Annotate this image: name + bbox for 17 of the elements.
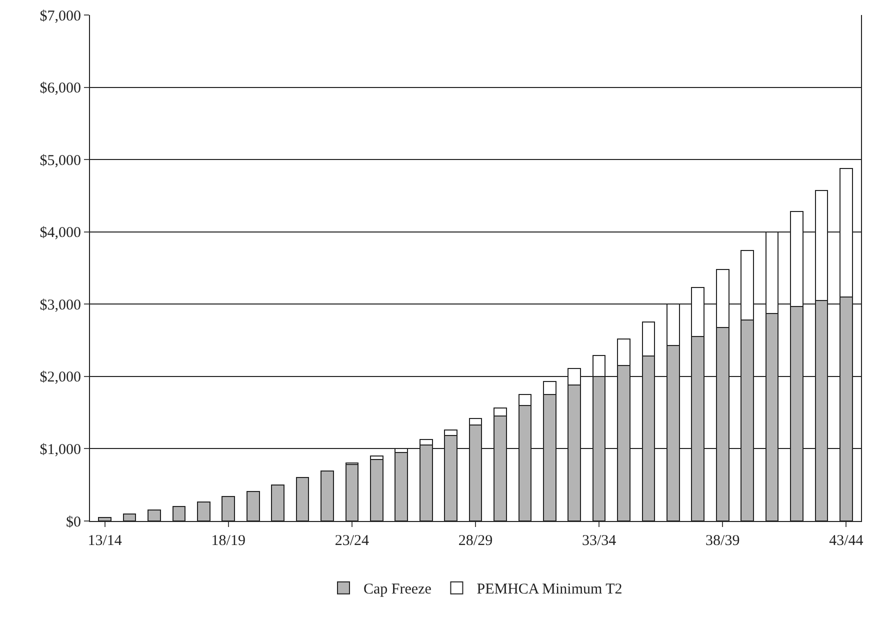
y-tick-label: $7,000 — [40, 8, 81, 24]
x-tick-label: 43/44 — [829, 533, 864, 549]
x-tick-label: 13/14 — [88, 533, 122, 549]
y-tick-label: $0 — [66, 514, 81, 530]
y-tick-label: $6,000 — [40, 80, 81, 97]
x-tick-label: 33/34 — [582, 533, 617, 549]
y-tick-label: $3,000 — [40, 297, 81, 314]
x-tick-label: 28/29 — [458, 533, 493, 549]
y-tick-label: $5,000 — [40, 152, 81, 169]
y-tick-label: $4,000 — [40, 225, 81, 242]
y-tick-label: $2,000 — [40, 370, 81, 386]
x-tick-label: 38/39 — [706, 533, 740, 549]
legend-label: Cap Freeze — [364, 582, 432, 598]
x-tick-label: 23/24 — [334, 533, 370, 549]
x-tick-label: 18/19 — [211, 533, 246, 549]
legend-label: PEMHCA Minimum T2 — [476, 582, 622, 598]
y-tick-label: $1,000 — [40, 442, 81, 458]
